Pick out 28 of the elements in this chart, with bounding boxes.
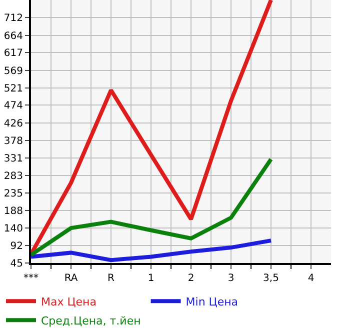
y-tick-label: 140 — [4, 224, 23, 235]
y-tick-label: 331 — [4, 153, 23, 164]
x-tick-label: 4 — [308, 273, 314, 284]
y-tick-label: 188 — [4, 206, 23, 217]
legend-label: Сред.Цена, т.йен — [41, 314, 141, 328]
line-series — [31, 238, 273, 262]
y-tick-label: 283 — [4, 170, 23, 182]
legend-label: Min Цена — [186, 295, 238, 308]
y-tick-label: 569 — [4, 66, 23, 77]
y-tick-label: 664 — [4, 30, 23, 42]
line-series — [31, 157, 273, 257]
y-tick-label: 92 — [10, 241, 23, 252]
x-tick-label: R — [108, 273, 115, 284]
y-tick-label: 235 — [4, 188, 23, 200]
y-tick-label: 617 — [4, 48, 23, 60]
x-tick-label: 1 — [148, 273, 154, 284]
y-tick-label: 45 — [10, 258, 23, 270]
x-tick-label: 2 — [188, 273, 194, 284]
legend-label: Max Цена — [41, 295, 96, 308]
y-tick-label: 521 — [4, 83, 23, 94]
x-tick-label: 3 — [228, 273, 234, 284]
y-tick-label: 712 — [4, 13, 23, 24]
y-tick-label: 426 — [4, 118, 23, 130]
y-tick-label: 378 — [4, 136, 23, 148]
x-tick-label: *** — [24, 273, 38, 284]
x-tick-label: RA — [64, 273, 78, 284]
x-tick-label: 3,5 — [263, 273, 279, 284]
y-tick-label: 474 — [4, 100, 23, 112]
